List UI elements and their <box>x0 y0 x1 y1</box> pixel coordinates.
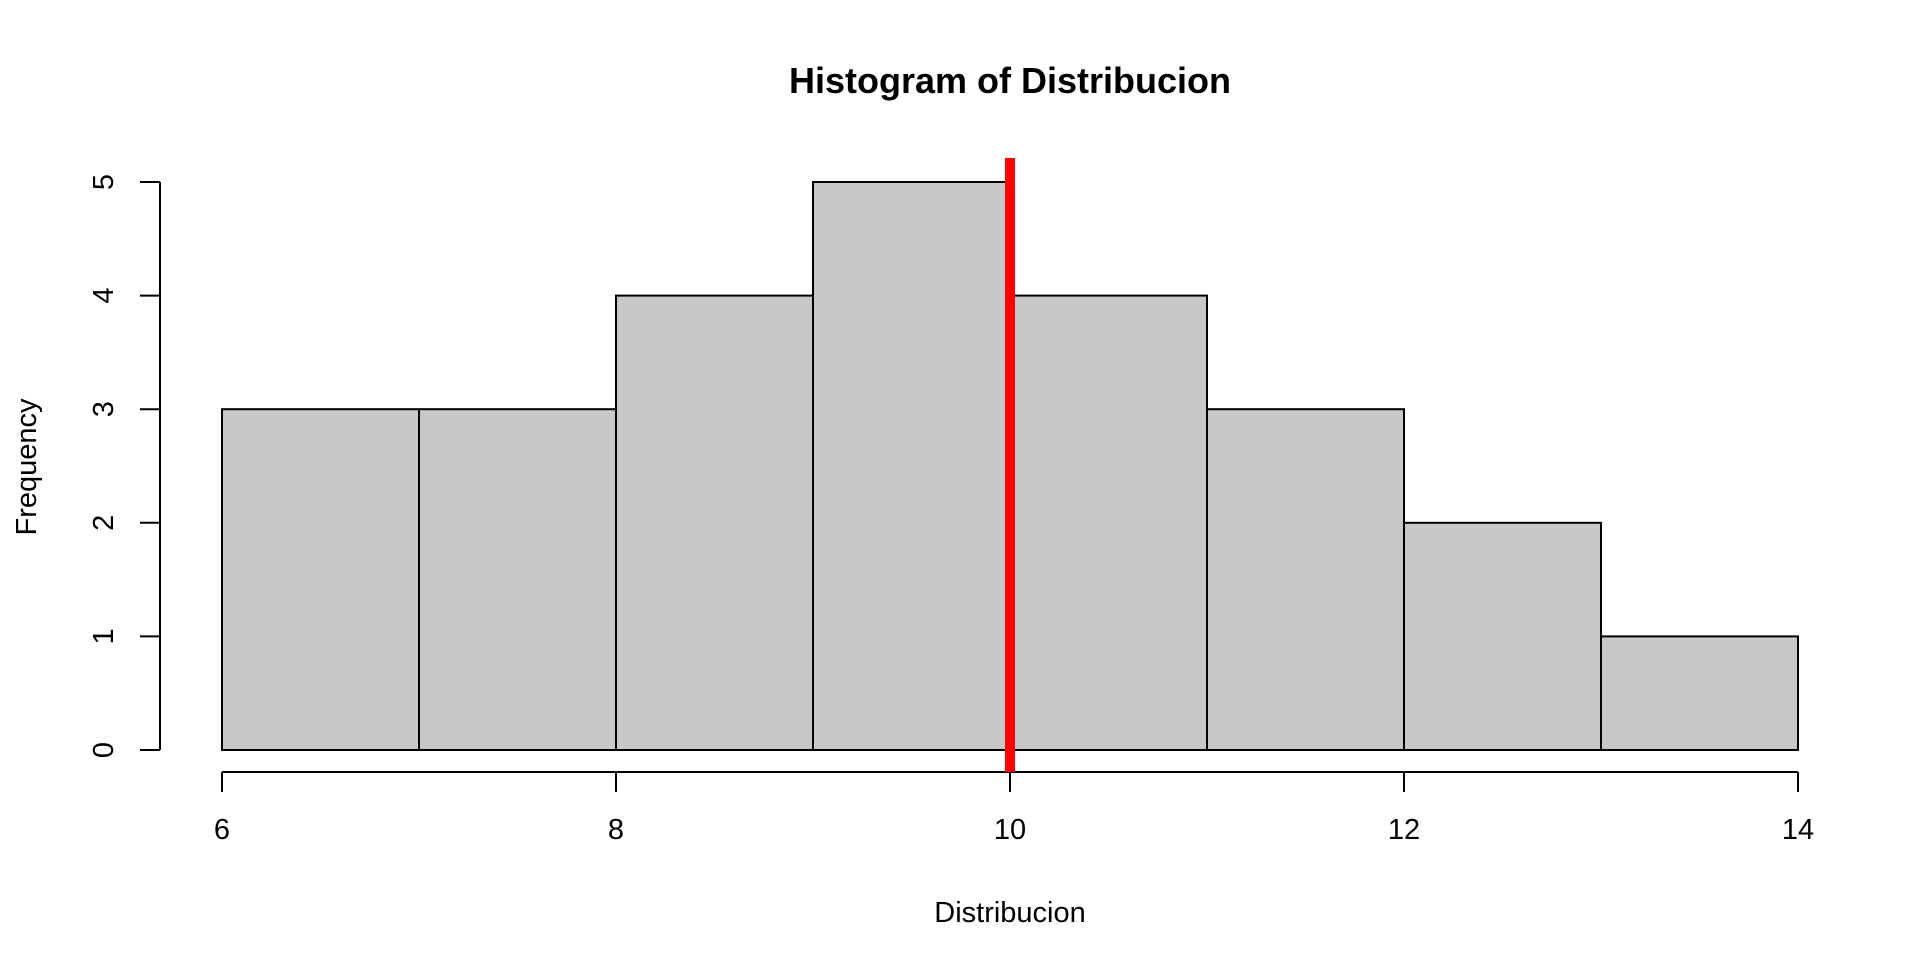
y-tick-label-1: 1 <box>88 628 120 644</box>
y-tick-label-2: 2 <box>88 515 120 531</box>
histogram-bar-5 <box>1009 294 1208 751</box>
x-tick-label-6: 6 <box>214 814 230 846</box>
histogram-bar-1 <box>221 408 420 751</box>
x-axis: 6 8 10 12 14 <box>214 771 1814 846</box>
histogram-bar-3 <box>615 294 814 751</box>
y-tick-label-0: 0 <box>88 742 120 758</box>
x-tick-label-12: 12 <box>1388 814 1420 846</box>
y-tick-label-4: 4 <box>88 288 120 304</box>
histogram-bar-4 <box>812 181 1011 751</box>
y-tick-label-3: 3 <box>88 401 120 417</box>
x-tick-label-8: 8 <box>608 814 624 846</box>
histogram-bar-2 <box>418 408 617 751</box>
y-axis: 0 1 2 3 4 5 <box>88 174 161 758</box>
x-axis-label: Distribucion <box>934 897 1086 929</box>
histogram-bar-6 <box>1206 408 1405 751</box>
bars-group <box>221 181 1799 752</box>
histogram-bar-8 <box>1600 635 1799 752</box>
x-tick-label-14: 14 <box>1782 814 1814 846</box>
histogram-bar-7 <box>1403 521 1602 751</box>
y-axis-label: Frequency <box>11 398 43 536</box>
chart-title: Histogram of Distribucion <box>789 60 1231 101</box>
y-tick-label-5: 5 <box>88 174 120 190</box>
x-tick-label-10: 10 <box>994 814 1026 846</box>
